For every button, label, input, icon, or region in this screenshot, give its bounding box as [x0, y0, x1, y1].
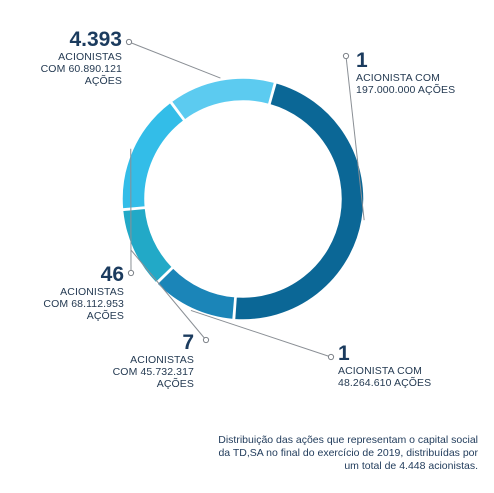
slice-4-label-line3: AÇÕES [86, 310, 124, 322]
leader-dot-1 [342, 52, 350, 60]
slice-3-count: 7 [182, 331, 194, 354]
donut-slice-2 [155, 266, 236, 321]
leader-line-5 [128, 41, 221, 79]
slice-2-label-line2: 48.264.610 AÇÕES [338, 377, 432, 389]
slice-1-count: 1 [356, 49, 368, 72]
leader-line-2 [190, 309, 332, 358]
slice-4-label-line2: COM 68.112.953 [43, 298, 124, 310]
annotation-slice-2: 1 ACIONISTA COM 48.264.610 AÇÕES [338, 342, 432, 390]
leader-dot-3 [202, 336, 210, 344]
annotation-slice-3: 7 ACIONISTAS COM 45.732.317 AÇÕES [90, 331, 194, 391]
leader-dot-2 [327, 353, 335, 361]
slice-3-label-line2: COM 45.732.317 [112, 366, 194, 378]
slice-4-count: 46 [100, 263, 124, 286]
slice-2-count: 1 [338, 342, 350, 365]
leader-line-3 [130, 249, 207, 341]
slice-5-label-line1: ACIONISTAS [58, 51, 122, 63]
slice-5-label-line3: AÇÕES [84, 75, 122, 87]
chart-caption: Distribuição das ações que representam o… [218, 434, 478, 472]
leader-line-1 [345, 55, 365, 221]
donut-slice-1 [233, 81, 365, 321]
slice-4-label-line1: ACIONISTAS [60, 286, 124, 298]
annotation-slice-5: 4.393 ACIONISTAS COM 60.890.121 AÇÕES [18, 28, 122, 88]
donut-slices [121, 77, 365, 321]
leader-dot-5 [125, 38, 133, 46]
slice-3-label-line3: AÇÕES [156, 378, 194, 390]
donut-slice-5 [170, 77, 276, 122]
slice-5-count: 4.393 [69, 28, 122, 51]
annotation-slice-4: 46 ACIONISTAS COM 68.112.953 AÇÕES [20, 263, 124, 323]
slice-1-label-line1: ACIONISTA COM [356, 72, 440, 84]
annotation-slice-1: 1 ACIONISTA COM 197.000.000 AÇÕES [356, 49, 456, 97]
slice-3-label-line1: ACIONISTAS [130, 354, 194, 366]
donut-slice-3 [121, 207, 174, 284]
donut-slice-4 [121, 101, 186, 210]
leader-dot-4 [127, 269, 135, 277]
slice-2-label-line1: ACIONISTA COM [338, 365, 422, 377]
leader-lines [125, 38, 365, 361]
slice-5-label-line2: COM 60.890.121 [40, 63, 122, 75]
slice-1-label-line2: 197.000.000 AÇÕES [356, 84, 456, 96]
